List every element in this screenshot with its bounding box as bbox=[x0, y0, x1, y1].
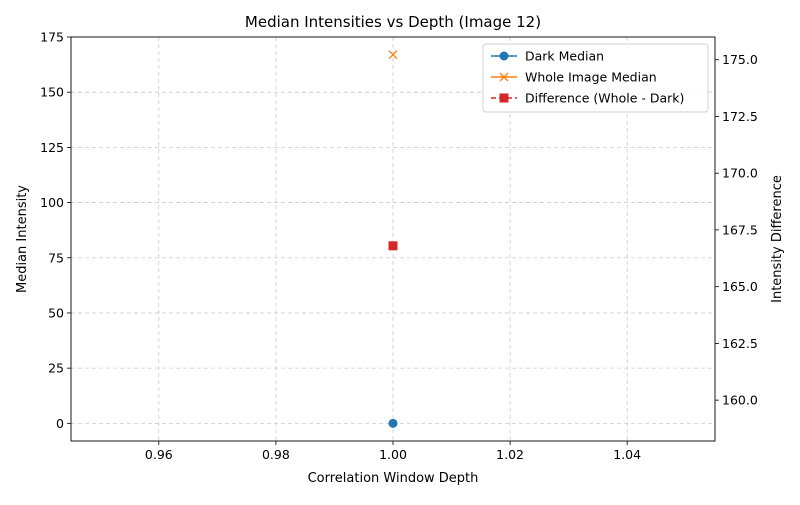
series-0 bbox=[388, 418, 398, 428]
y-tick-label: 175 bbox=[40, 30, 64, 45]
legend-marker bbox=[499, 72, 509, 82]
y2-tick-label: 162.5 bbox=[722, 336, 758, 351]
legend-label: Difference (Whole - Dark) bbox=[525, 91, 684, 106]
y2-tick-label: 165.0 bbox=[722, 279, 758, 294]
y-tick-label: 75 bbox=[48, 250, 64, 265]
y-tick-label: 25 bbox=[48, 361, 64, 376]
data-point bbox=[388, 50, 398, 60]
x-tick-label: 0.96 bbox=[145, 447, 173, 462]
y-tick-label: 150 bbox=[40, 85, 64, 100]
legend-marker bbox=[499, 51, 509, 61]
legend-item: Whole Image Median bbox=[491, 70, 657, 85]
series-2 bbox=[388, 241, 398, 251]
y-tick-label: 50 bbox=[48, 305, 64, 320]
chart-title: Median Intensities vs Depth (Image 12) bbox=[245, 13, 541, 31]
legend-label: Dark Median bbox=[525, 49, 604, 64]
y-tick-label: 125 bbox=[40, 140, 64, 155]
x-axis-label: Correlation Window Depth bbox=[308, 471, 479, 486]
y2-tick-label: 172.5 bbox=[722, 109, 758, 124]
x-tick-label: 1.00 bbox=[379, 447, 407, 462]
legend-marker bbox=[499, 93, 509, 103]
data-point-stroke bbox=[388, 50, 398, 60]
series-1 bbox=[388, 50, 398, 60]
x-tick-label: 0.98 bbox=[262, 447, 290, 462]
y2-tick-label: 160.0 bbox=[722, 393, 758, 408]
y-tick-label: 100 bbox=[40, 195, 64, 210]
y-tick-label: 0 bbox=[56, 416, 64, 431]
x-tick-label: 1.02 bbox=[496, 447, 524, 462]
legend: Dark Median Whole Image Median Difference … bbox=[482, 43, 709, 113]
y2-axis-label: Intensity Difference bbox=[770, 175, 785, 303]
y2-tick-label: 167.5 bbox=[722, 222, 758, 237]
y2-tick-label: 175.0 bbox=[722, 52, 758, 67]
y2-tick-label: 170.0 bbox=[722, 166, 758, 181]
axes: 0.96 0.98 1.00 1.02 1.04 0 25 50 75 100 125 150 175 1… bbox=[40, 30, 758, 463]
data-point bbox=[388, 418, 398, 428]
legend-item: Dark Median bbox=[491, 49, 604, 64]
legend-item: Difference (Whole - Dark) bbox=[491, 91, 684, 106]
data-point bbox=[388, 241, 398, 251]
x-tick-label: 1.04 bbox=[613, 447, 641, 462]
legend-label: Whole Image Median bbox=[525, 70, 657, 85]
legend-marker-stroke bbox=[499, 72, 509, 82]
series bbox=[388, 50, 398, 428]
y-axis-label: Median Intensity bbox=[15, 185, 30, 293]
legend-box bbox=[482, 43, 709, 113]
